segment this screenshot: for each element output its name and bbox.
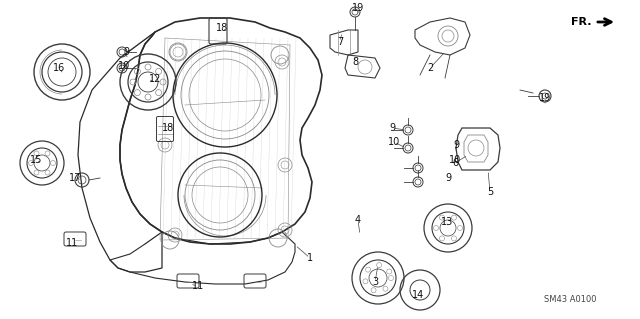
Text: 10: 10 bbox=[388, 137, 400, 147]
Text: 6: 6 bbox=[452, 158, 458, 168]
Text: 13: 13 bbox=[441, 217, 453, 227]
Text: 4: 4 bbox=[355, 215, 361, 225]
Text: 5: 5 bbox=[487, 187, 493, 197]
Text: 10: 10 bbox=[449, 155, 461, 165]
Text: 9: 9 bbox=[453, 140, 459, 150]
Text: SM43 A0100: SM43 A0100 bbox=[544, 295, 596, 305]
Text: 1: 1 bbox=[307, 253, 313, 263]
Text: 17: 17 bbox=[69, 173, 81, 183]
Text: 9: 9 bbox=[389, 123, 395, 133]
Text: 3: 3 bbox=[372, 277, 378, 287]
Text: 11: 11 bbox=[66, 238, 78, 248]
Text: 19: 19 bbox=[539, 93, 551, 103]
Text: 12: 12 bbox=[149, 74, 161, 84]
Text: 18: 18 bbox=[216, 23, 228, 33]
Text: 9: 9 bbox=[445, 173, 451, 183]
Text: 9: 9 bbox=[123, 47, 129, 57]
Text: 14: 14 bbox=[412, 290, 424, 300]
Text: 11: 11 bbox=[192, 281, 204, 291]
Text: 8: 8 bbox=[352, 57, 358, 67]
Text: FR.: FR. bbox=[572, 17, 592, 27]
Text: 10: 10 bbox=[118, 61, 130, 71]
Text: 19: 19 bbox=[352, 3, 364, 13]
Text: 7: 7 bbox=[337, 37, 343, 47]
Text: 16: 16 bbox=[53, 63, 65, 73]
Text: 2: 2 bbox=[427, 63, 433, 73]
Text: 18: 18 bbox=[162, 123, 174, 133]
Text: 15: 15 bbox=[30, 155, 42, 165]
